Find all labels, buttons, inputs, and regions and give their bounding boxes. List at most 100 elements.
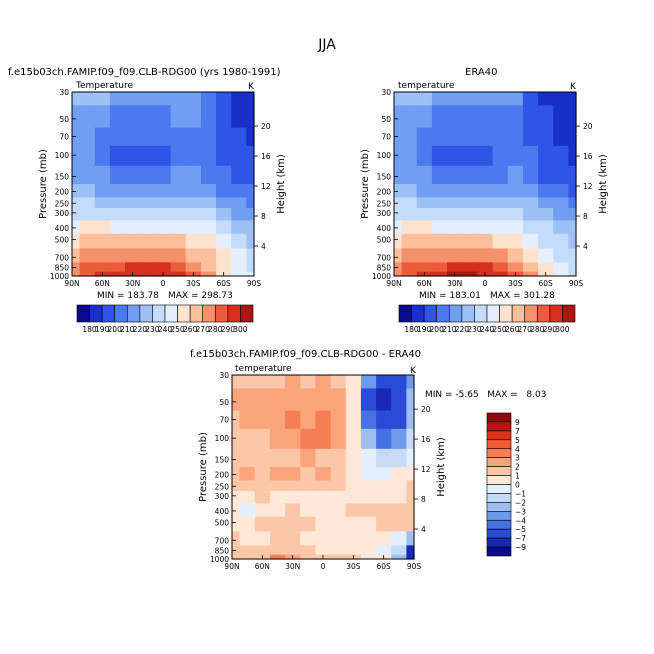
model-cell xyxy=(246,184,255,198)
diff-cell xyxy=(406,491,415,504)
model-cell xyxy=(140,248,157,263)
diff-colorbar-label: −7 xyxy=(515,534,526,543)
model-cell xyxy=(79,145,96,167)
diff-cell xyxy=(391,375,408,389)
obs-cell xyxy=(431,271,448,277)
obs-cell xyxy=(568,248,577,263)
model-cell xyxy=(185,127,202,147)
model-pressure-tick-label: 500 xyxy=(55,236,70,245)
obs-cell xyxy=(477,127,494,147)
model-cell xyxy=(246,197,255,209)
model-pressure-tick-label: 700 xyxy=(55,253,70,262)
diff-colorbar-label: 1 xyxy=(515,472,520,481)
diff-lat-tick-label: 90N xyxy=(224,562,239,571)
model-cell xyxy=(155,145,172,167)
obs-pressure-tick-label: 100 xyxy=(377,151,392,160)
model-cell xyxy=(125,248,141,263)
obs-cell xyxy=(462,233,479,250)
model-cell xyxy=(200,105,217,129)
obs-cell xyxy=(416,105,433,129)
diff-colorbar-label: −4 xyxy=(515,516,526,525)
obs-cell xyxy=(538,92,554,106)
model-cell xyxy=(200,184,217,198)
model-cell xyxy=(94,233,111,250)
obs-pressure-tick-label: 500 xyxy=(377,236,392,245)
obs-cell xyxy=(431,127,448,147)
obs-cell xyxy=(538,197,554,209)
diff-cell xyxy=(254,388,271,412)
model-cell xyxy=(79,262,96,273)
model-cell xyxy=(125,184,141,198)
obs-cell xyxy=(416,165,433,185)
model-cell xyxy=(140,127,157,147)
obs-cell xyxy=(394,184,403,198)
model-cell xyxy=(200,92,217,106)
diff-cell xyxy=(269,480,286,492)
model-colorbar-label: 210 xyxy=(120,325,135,334)
model-cell xyxy=(94,262,111,273)
diff-colorbar-box xyxy=(486,466,512,476)
obs-cell xyxy=(416,208,433,221)
diff-cell xyxy=(360,531,377,546)
diff-cell xyxy=(232,531,241,546)
diff-colorbar-box xyxy=(486,537,512,548)
diff-cell xyxy=(406,467,415,481)
diff-pressure-tick-label: 50 xyxy=(219,398,229,407)
model-cell xyxy=(231,92,248,106)
model-cell xyxy=(109,145,126,167)
obs-pressure-tick-label: 850 xyxy=(377,263,392,272)
model-lat-tick-label: 60N xyxy=(95,279,110,288)
obs-cell xyxy=(492,233,509,250)
obs-cell xyxy=(553,197,570,209)
diff-cell xyxy=(239,480,256,492)
obs-cell xyxy=(401,92,418,106)
obs-colorbar-label: 300 xyxy=(555,325,570,334)
model-cell xyxy=(79,127,96,147)
obs-cell xyxy=(447,92,463,106)
model-max-label: MAX = 298.73 xyxy=(168,291,233,301)
model-cell xyxy=(231,248,248,263)
diff-cell xyxy=(315,545,332,556)
diff-height-axis-title: Height (km) xyxy=(436,437,447,497)
obs-cell xyxy=(492,262,509,273)
diff-cell xyxy=(232,428,241,450)
obs-cell xyxy=(507,92,524,106)
model-height-tick-label: 8 xyxy=(261,212,266,221)
model-cell xyxy=(94,165,111,185)
model-cell xyxy=(79,197,96,209)
diff-cell xyxy=(269,375,286,389)
model-cell xyxy=(185,197,202,209)
season-title: JJA xyxy=(318,37,336,53)
diff-cell xyxy=(345,467,362,481)
diff-cell xyxy=(330,545,347,556)
obs-height-tick-label: 12 xyxy=(583,182,593,191)
obs-cell xyxy=(568,127,577,147)
diff-cell xyxy=(300,428,317,450)
diff-cell xyxy=(315,428,332,450)
diff-cell xyxy=(391,480,408,492)
diff-colorbar-box xyxy=(486,546,512,557)
obs-cell xyxy=(553,92,570,106)
obs-lat-tick-label: 30S xyxy=(508,279,523,288)
diff-cell xyxy=(376,545,392,556)
model-cell xyxy=(185,105,202,129)
diff-cell xyxy=(300,467,317,481)
obs-cell xyxy=(394,145,403,167)
diff-colorbar-box xyxy=(486,502,512,512)
model-cell xyxy=(109,127,126,147)
obs-cell xyxy=(507,197,524,209)
model-cell xyxy=(155,197,172,209)
model-cell xyxy=(200,208,217,221)
model-cell xyxy=(170,248,187,263)
diff-height-tick-label: 8 xyxy=(421,495,426,504)
obs-cell xyxy=(462,165,479,185)
obs-cell xyxy=(447,127,463,147)
diff-cell xyxy=(254,545,271,556)
obs-cell xyxy=(416,248,433,263)
diff-cell xyxy=(285,448,301,468)
obs-cell xyxy=(492,208,509,221)
diff-pressure-tick-label: 1000 xyxy=(210,555,229,564)
model-pressure-tick-label: 150 xyxy=(55,172,70,181)
